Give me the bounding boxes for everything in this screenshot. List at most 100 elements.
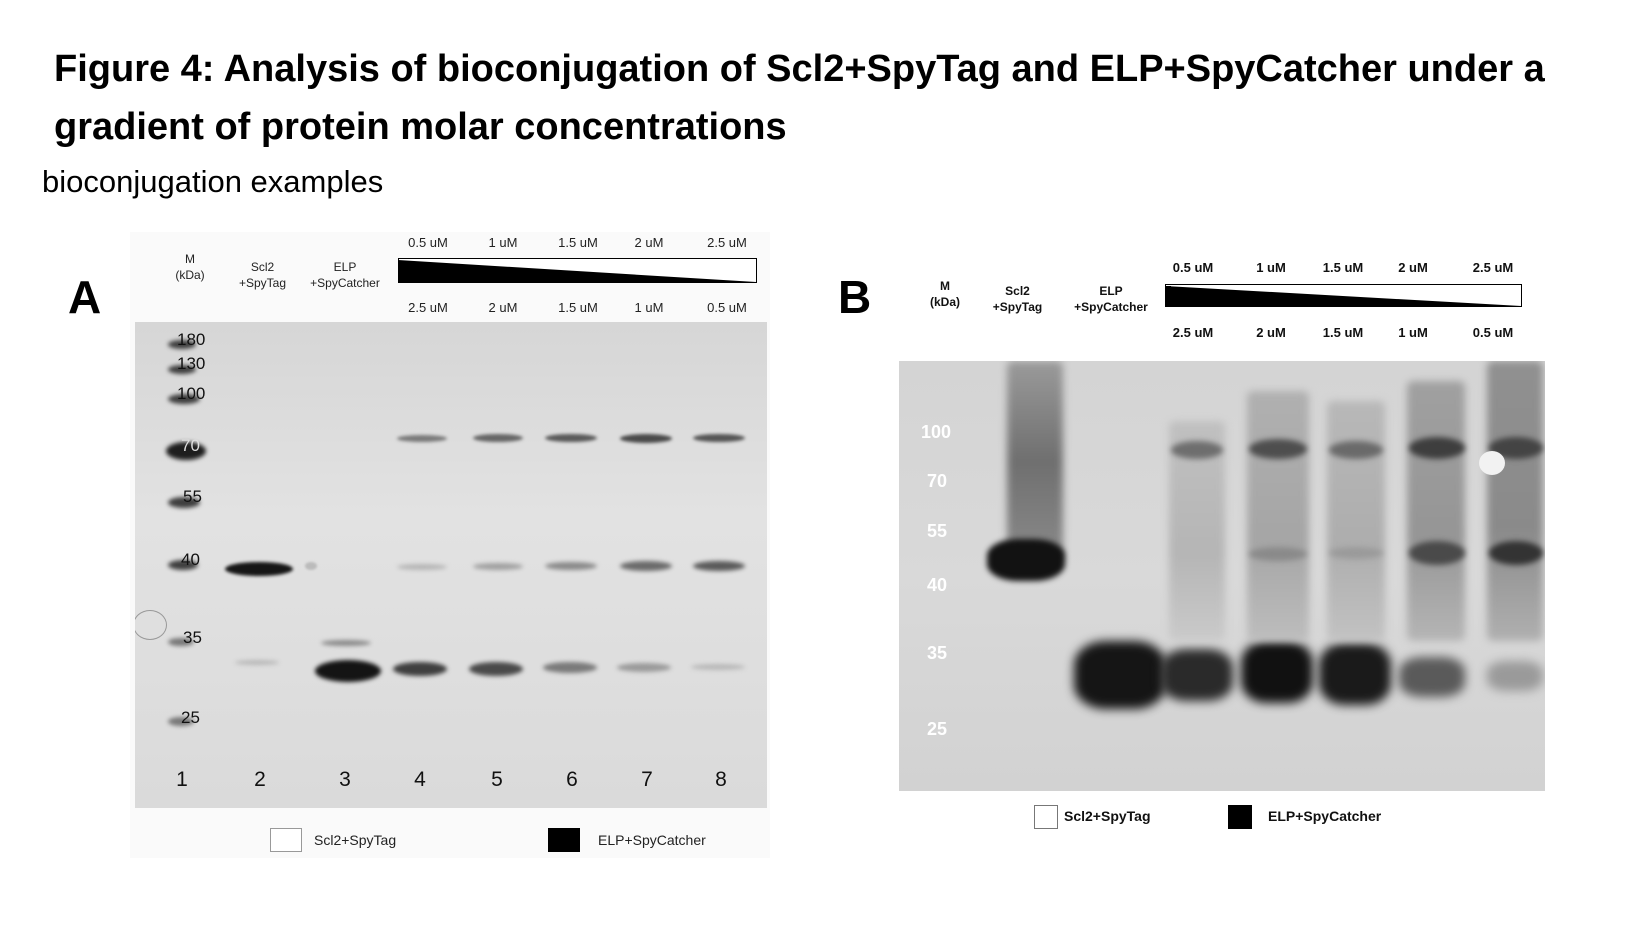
panel-b-top-conc: 1 uM bbox=[1256, 260, 1286, 275]
panel-a-bottom-conc: 2 uM bbox=[488, 300, 518, 315]
legend-label-scl2: Scl2+SpyTag bbox=[1064, 808, 1151, 824]
marker-band bbox=[168, 560, 198, 570]
panel-a-marker-label: 25 bbox=[181, 708, 200, 727]
band-conjugate bbox=[620, 434, 672, 443]
panel-b-letter: B bbox=[838, 271, 872, 323]
marker-band bbox=[166, 442, 206, 460]
legend-swatch-scl2 bbox=[1034, 805, 1058, 829]
smear-scl2 bbox=[1007, 361, 1063, 561]
band-scl2-lane bbox=[1329, 547, 1383, 559]
lane-number: 5 bbox=[491, 768, 503, 791]
band-elp bbox=[315, 660, 381, 682]
figure-title: Figure 4: Analysis of bioconjugation of … bbox=[54, 48, 1545, 148]
smear-lane bbox=[1407, 381, 1465, 641]
panel-b-lane-header-scl2: Scl2 +SpyTag bbox=[992, 284, 1043, 314]
band-scl2 bbox=[225, 562, 293, 576]
band-scl2-lane bbox=[620, 561, 672, 571]
band-conjugate bbox=[1409, 437, 1465, 459]
band-faint bbox=[305, 562, 317, 570]
panel-b-gel: 100 70 55 40 35 25 bbox=[899, 361, 1545, 791]
panel-a-gel: 180 130 100 70 55 40 35 25 1 bbox=[135, 322, 767, 808]
panel-a-marker-label: 55 bbox=[183, 487, 202, 506]
band-elp-lane bbox=[691, 664, 745, 670]
band-elp-lane bbox=[393, 662, 447, 676]
band-elp-lane bbox=[543, 662, 597, 673]
panel-b-marker-header: M (kDa) bbox=[929, 279, 960, 309]
smear-lane bbox=[1327, 401, 1385, 641]
band-elp-lane bbox=[1241, 641, 1313, 703]
panel-a-marker-label: 35 bbox=[183, 628, 202, 647]
panel-a-top-conc: 1.5 uM bbox=[558, 235, 598, 250]
band-scl2-lane bbox=[397, 564, 447, 570]
panel-b-top-conc: 2 uM bbox=[1398, 260, 1428, 275]
panel-a-bottom-conc: 1.5 uM bbox=[558, 300, 598, 315]
panel-a-gradient-wedge bbox=[398, 258, 757, 283]
band-scl2-lane bbox=[1249, 547, 1307, 561]
panel-a-marker-label: 40 bbox=[181, 550, 200, 569]
panel-b-bottom-conc: 2.5 uM bbox=[1172, 325, 1214, 340]
legend-label-scl2: Scl2+SpyTag bbox=[314, 832, 397, 848]
marker-band bbox=[168, 340, 196, 349]
panel-b-marker-label: 100 bbox=[921, 422, 952, 442]
band-elp-upper bbox=[321, 640, 371, 646]
panel-b-marker-label: 55 bbox=[927, 521, 948, 541]
gel-bubble bbox=[1479, 451, 1505, 475]
panel-a-lane-header-elp: ELP +SpyCatcher bbox=[310, 260, 380, 290]
marker-band bbox=[168, 638, 194, 646]
panel-b-bottom-conc: 2 uM bbox=[1256, 325, 1286, 340]
lane-number: 3 bbox=[339, 768, 351, 791]
band-conjugate bbox=[693, 434, 745, 442]
panel-a-top-conc: 0.5 uM bbox=[408, 235, 448, 250]
band-elp-lane bbox=[1161, 649, 1233, 701]
panel-b-lane-header-elp: ELP +SpyCatcher bbox=[1074, 284, 1148, 314]
band-conjugate bbox=[1171, 441, 1223, 459]
panel-a-marker-label: 130 bbox=[177, 354, 206, 373]
marker-band bbox=[168, 497, 200, 508]
panel-b-marker-label: 70 bbox=[927, 471, 948, 491]
band-elp-lane bbox=[617, 663, 671, 672]
smear-lane bbox=[1487, 361, 1543, 641]
panel-b-top-conc: 2.5 uM bbox=[1472, 260, 1514, 275]
band-conjugate bbox=[473, 434, 523, 442]
lane-number: 4 bbox=[414, 768, 426, 791]
legend-swatch-elp bbox=[548, 828, 580, 852]
legend-label-elp: ELP+SpyCatcher bbox=[1268, 808, 1382, 824]
band-conjugate bbox=[1489, 437, 1543, 459]
band-scl2-lane bbox=[473, 563, 523, 570]
lane-number: 6 bbox=[566, 768, 578, 791]
band-scl2 bbox=[987, 539, 1065, 581]
lane-number: 8 bbox=[715, 768, 727, 791]
band-elp bbox=[1074, 641, 1166, 709]
band-conjugate bbox=[1329, 441, 1383, 459]
panel-a-top-conc: 2.5 uM bbox=[707, 235, 747, 250]
legend-label-elp: ELP+SpyCatcher bbox=[598, 832, 706, 848]
band-conjugate bbox=[1249, 439, 1307, 459]
panel-b-top-conc: 1.5 uM bbox=[1322, 260, 1364, 275]
lane-number: 2 bbox=[254, 768, 266, 791]
band-scl2-lane bbox=[693, 561, 745, 571]
panel-b-bottom-conc: 0.5 uM bbox=[1472, 325, 1514, 340]
band-scl2-lane bbox=[545, 562, 597, 570]
marker-band bbox=[168, 717, 194, 726]
band-elp-lane bbox=[1399, 657, 1465, 697]
panel-a-bottom-conc: 2.5 uM bbox=[408, 300, 448, 315]
marker-band bbox=[168, 365, 196, 374]
band-scl2-lane bbox=[1409, 541, 1465, 565]
panel-b-bottom-conc: 1 uM bbox=[1398, 325, 1428, 340]
band-scl2-lane bbox=[1489, 541, 1543, 565]
panel-b-marker-label: 35 bbox=[927, 643, 948, 663]
panel-a-marker-label: 70 bbox=[181, 436, 200, 455]
panel-a-lane-header-scl2: Scl2 +SpyTag bbox=[238, 260, 287, 290]
band-elp-lane bbox=[1319, 643, 1391, 705]
panel-a-bottom-conc: 1 uM bbox=[634, 300, 664, 315]
panel-a-marker-header: M (kDa) bbox=[175, 252, 205, 282]
smear-lane bbox=[1247, 391, 1309, 641]
band-elp-lane bbox=[1487, 661, 1543, 691]
band-faint bbox=[235, 660, 279, 665]
marker-band bbox=[168, 394, 200, 404]
panel-a-top-conc: 1 uM bbox=[488, 235, 518, 250]
panel-b-marker-label: 40 bbox=[927, 575, 948, 595]
panel-a-top-conc: 2 uM bbox=[634, 235, 664, 250]
legend-swatch-elp bbox=[1228, 805, 1252, 829]
figure-subtitle: bioconjugation examples bbox=[42, 164, 384, 199]
